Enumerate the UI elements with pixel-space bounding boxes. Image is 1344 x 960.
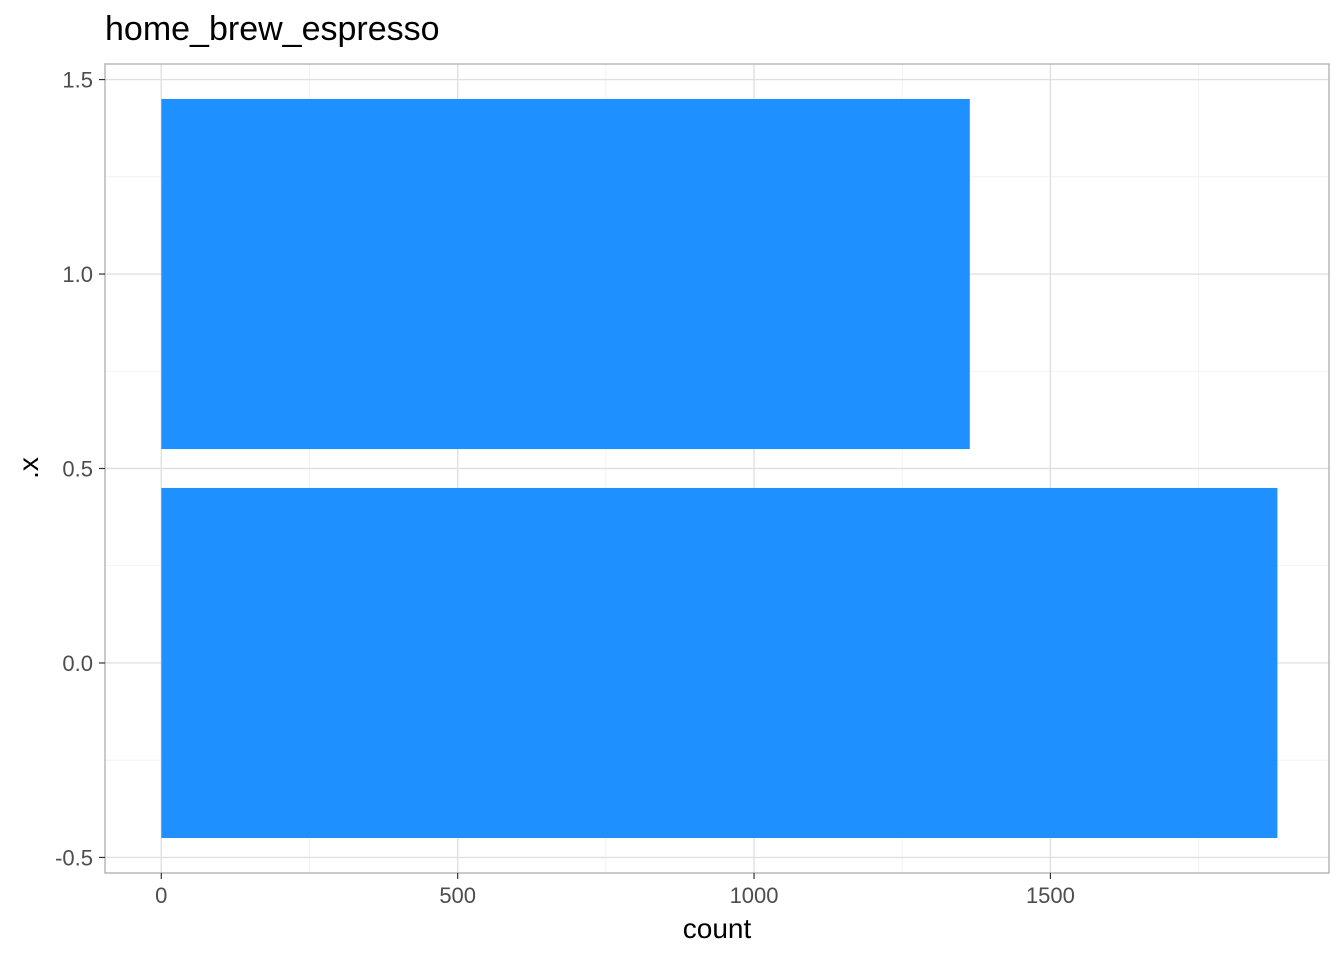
y-tick-label: 0.0 xyxy=(62,651,93,676)
x-axis-title: count xyxy=(683,913,752,944)
x-tick-label: 1000 xyxy=(730,883,779,908)
y-tick-label: 1.5 xyxy=(62,68,93,93)
x-axis-ticks: 0 500 1000 1500 xyxy=(155,873,1075,908)
x-tick-label: 500 xyxy=(439,883,476,908)
x-tick-label: 1500 xyxy=(1026,883,1075,908)
y-tick-label: 0.5 xyxy=(62,457,93,482)
y-tick-label: 1.0 xyxy=(62,262,93,287)
x-tick-label: 0 xyxy=(155,883,167,908)
chart-title: home_brew_espresso xyxy=(105,10,440,48)
y-tick-label: -0.5 xyxy=(55,845,93,870)
bars xyxy=(161,99,1278,838)
y-axis-ticks: -0.5 0.0 0.5 1.0 1.5 xyxy=(55,68,105,870)
bar-0 xyxy=(161,487,1278,838)
bar-1 xyxy=(161,99,970,450)
y-axis-title: .x xyxy=(13,457,44,479)
